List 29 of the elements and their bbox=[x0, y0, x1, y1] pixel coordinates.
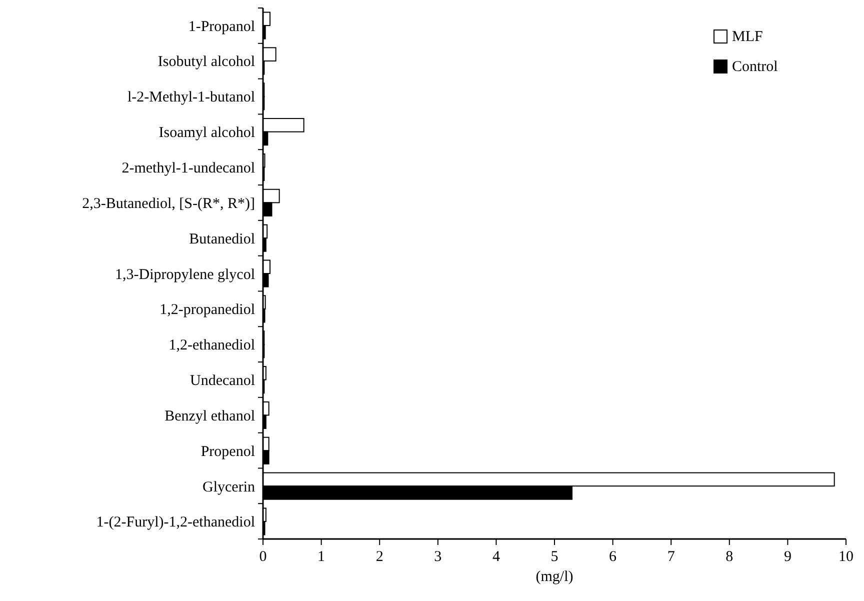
x-tick-label: 8 bbox=[726, 549, 734, 565]
y-tick-label: l-2-Methyl-1-butanol bbox=[128, 90, 255, 106]
legend-label: MLF bbox=[732, 29, 763, 45]
y-tick-label: Glycerin bbox=[202, 479, 256, 496]
y-tick-label: Benzyl ethanol bbox=[164, 408, 255, 424]
y-tick-label: Butanediol bbox=[189, 231, 255, 248]
x-tick-label: 10 bbox=[838, 549, 854, 565]
y-tick-label: 1-(2-Furyl)-1,2-ethanediol bbox=[96, 514, 255, 531]
y-tick-label: Isobutyl alcohol bbox=[158, 54, 255, 70]
y-tick-label: Isoamyl alcohol bbox=[158, 125, 255, 142]
y-tick-label: 2-methyl-1-undecanol bbox=[122, 160, 255, 176]
x-tick-label: 9 bbox=[784, 549, 792, 565]
y-tick-label: 1,2-ethanediol bbox=[168, 338, 255, 354]
legend-label: Control bbox=[732, 59, 778, 75]
x-tick-label: 2 bbox=[376, 549, 384, 565]
y-tick-label: 1-Propanol bbox=[188, 18, 255, 35]
x-tick-label: 3 bbox=[434, 549, 442, 565]
x-tick-label: 5 bbox=[550, 549, 558, 565]
x-tick-label: 4 bbox=[492, 549, 500, 565]
x-axis-title: (mg/l) bbox=[536, 569, 574, 585]
y-tick-label: 1,3-Dipropylene glycol bbox=[115, 266, 255, 283]
x-tick-label: 6 bbox=[609, 549, 618, 565]
x-tick-label: 7 bbox=[667, 549, 676, 565]
x-tick-label: 0 bbox=[259, 549, 267, 565]
y-tick-label: Propenol bbox=[200, 444, 255, 460]
x-tick-label: 1 bbox=[318, 549, 326, 565]
y-tick-label: Undecanol bbox=[190, 373, 255, 390]
y-tick-label: 1,2-propanediol bbox=[160, 302, 255, 318]
y-tick-label: 2,3-Butanediol, [S-(R*, R*)] bbox=[82, 196, 255, 212]
